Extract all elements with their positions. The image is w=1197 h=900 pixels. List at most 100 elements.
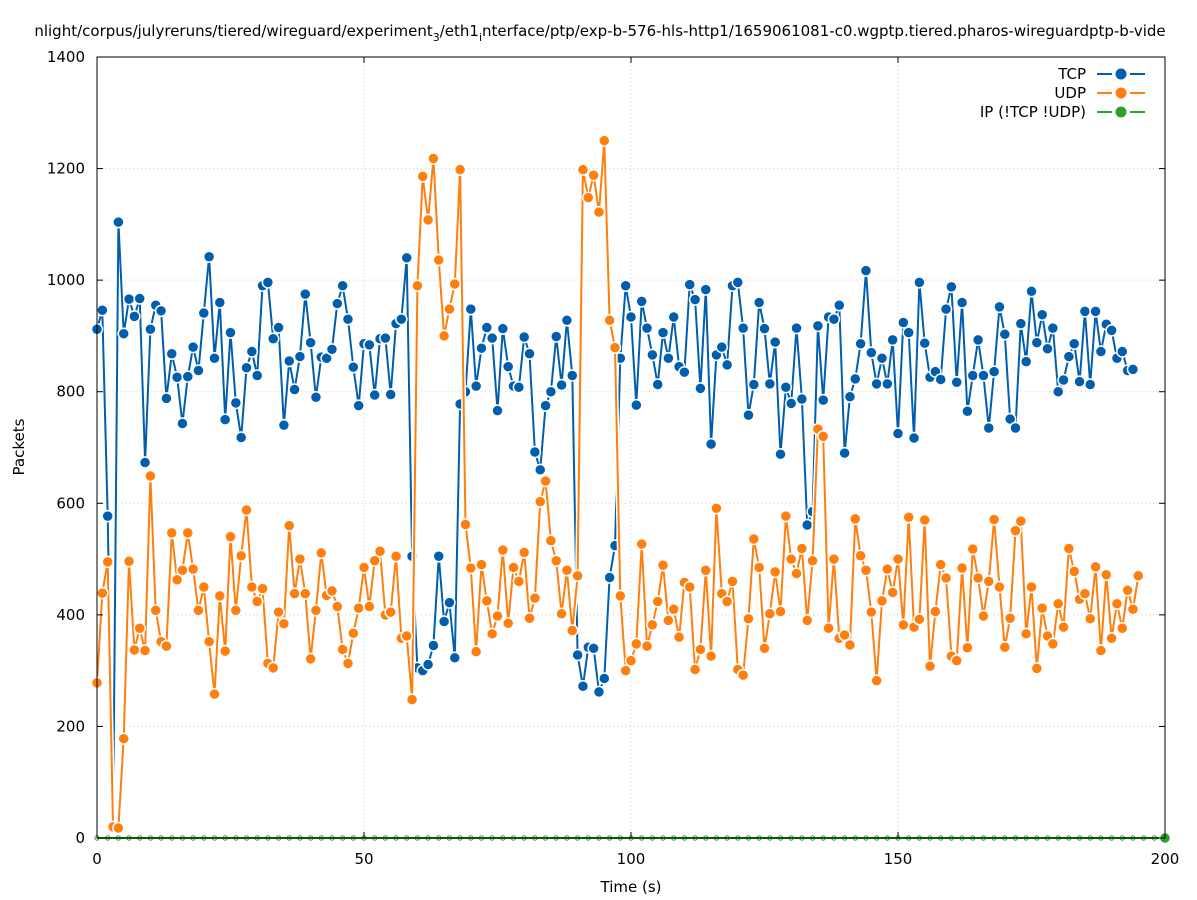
data-point [202,635,216,648]
data-point [341,312,355,326]
series-tcp [90,215,1140,834]
data-point [1009,524,1022,537]
data-point [987,365,1001,378]
data-point [619,664,632,677]
data-point [843,390,857,403]
data-point [603,314,616,327]
data-point [293,350,307,363]
y-tick-label: 600 [56,494,85,512]
data-point [160,639,173,653]
data-point [993,300,1006,314]
data-point [234,549,248,562]
data-point [758,322,771,335]
data-point [833,298,846,312]
y-tick-label: 1400 [47,48,85,66]
data-point [758,642,771,655]
x-tick-label: 100 [617,850,646,868]
data-point [886,586,899,599]
data-point [1121,584,1134,597]
data-point [101,509,114,523]
data-point [555,607,568,620]
data-point [149,604,162,617]
data-point [331,297,344,310]
data-point [485,331,499,345]
data-point [971,571,985,585]
data-point [667,603,680,616]
data-point [897,316,910,329]
data-point [982,421,996,435]
data-point [977,609,990,623]
data-point [566,624,579,637]
data-point [918,513,931,527]
data-point [784,552,798,566]
data-point [512,575,526,588]
data-point [843,638,857,652]
legend-item: UDP [1054,84,1145,102]
data-point [363,338,376,352]
data-point [480,594,494,608]
data-point [827,552,841,566]
data-point [763,377,777,391]
data-point [1035,601,1049,615]
data-point [341,657,355,670]
data-point [309,604,323,617]
data-point [443,596,456,609]
data-point [539,399,552,412]
data-point [875,594,889,608]
data-point [186,562,200,576]
data-point [961,404,974,418]
data-point [827,312,841,326]
data-point [1116,621,1129,635]
data-point [1126,603,1140,616]
data-point [1041,342,1054,356]
data-point [571,648,584,662]
data-point [282,354,296,368]
data-point [304,336,317,349]
data-point [384,605,397,619]
data-point [496,543,510,557]
data-point [480,321,494,334]
data-point [875,351,889,365]
data-point [902,510,915,524]
data-point [560,563,574,577]
data-point [528,445,542,459]
data-point [950,375,963,389]
data-point [122,292,136,306]
data-point [272,321,285,334]
data-point [1030,662,1044,675]
data-point [592,685,606,699]
data-point [512,381,526,394]
data-point [443,302,456,316]
y-tick-label: 400 [56,606,85,624]
data-point [464,561,478,575]
data-point [181,526,195,540]
data-point [496,322,510,335]
data-point [256,582,269,595]
data-point [421,213,435,227]
data-point [176,417,189,430]
data-point [250,369,264,382]
x-tick-label: 0 [92,850,102,868]
data-point [576,680,590,693]
data-point [1073,375,1086,388]
data-point [523,611,536,625]
y-tick-label: 0 [75,829,85,847]
data-point [608,341,622,354]
data-point [865,605,878,619]
data-point [208,687,221,701]
data-point [624,310,638,324]
data-point [517,330,531,344]
data-point [913,613,926,626]
legend-item: TCP [1057,65,1145,83]
data-point [736,321,750,335]
data-point [774,605,787,618]
data-point [630,398,643,412]
data-point [870,377,883,391]
data-point [218,644,232,658]
data-point [405,693,419,706]
data-point [517,546,531,559]
data-point [181,370,195,383]
data-point [491,404,504,417]
